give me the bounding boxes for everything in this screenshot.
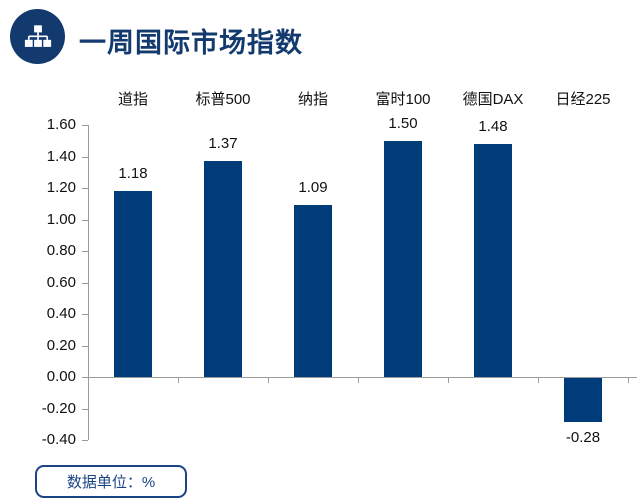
- bar-value-label: 1.48: [478, 117, 508, 135]
- bar: [114, 191, 152, 377]
- y-tick-label: 1.20: [46, 179, 76, 196]
- x-tick-mark: [628, 378, 629, 383]
- bar: [474, 143, 512, 377]
- y-tick-mark: [82, 188, 88, 189]
- y-tick-label: 0.20: [46, 336, 76, 354]
- y-axis-line: [88, 125, 89, 440]
- page-title: 一周国际市场指数: [79, 28, 303, 58]
- bar-value-label: 1.18: [118, 165, 148, 183]
- y-tick-mark: [82, 156, 88, 158]
- bar: [294, 205, 332, 377]
- data-unit-badge: 数据单位：%: [35, 465, 187, 498]
- y-tick-mark: [82, 251, 88, 252]
- x-axis-line: [88, 377, 637, 378]
- y-tick-mark: [82, 125, 88, 126]
- category-label: 德国DAX: [462, 91, 524, 108]
- y-tick-mark: [82, 314, 88, 315]
- bar: [204, 161, 242, 377]
- sitemap-icon-glyph: [24, 24, 51, 47]
- y-tick-label: -0.40: [41, 431, 76, 448]
- category-label: 标普500: [195, 91, 251, 108]
- bar-value-label: 1.09: [298, 179, 328, 197]
- bar-value-label: -0.28: [565, 429, 601, 447]
- sitemap-icon: [10, 9, 65, 64]
- bar: [564, 378, 602, 423]
- category-label: 道指: [117, 91, 148, 108]
- x-tick-mark: [358, 378, 359, 383]
- y-tick-label: 0.60: [46, 273, 76, 291]
- x-tick-mark: [538, 378, 539, 383]
- y-tick-mark: [82, 345, 88, 347]
- y-tick-label: 0.80: [46, 242, 76, 259]
- y-tick-label: 0.40: [46, 305, 76, 322]
- category-label: 富时100: [375, 91, 431, 108]
- bar-value-label: 1.50: [388, 114, 418, 132]
- bar: [384, 140, 422, 377]
- y-tick-mark: [82, 282, 88, 284]
- x-tick-mark: [178, 378, 179, 383]
- y-tick-mark: [82, 408, 88, 410]
- data-unit-label: 数据单位：%: [66, 474, 156, 491]
- y-tick-label: 1.60: [46, 116, 76, 133]
- y-tick-mark: [82, 219, 88, 221]
- y-tick-label: 0.00: [46, 368, 76, 385]
- bar-value-label: 1.37: [208, 135, 238, 153]
- y-tick-label: 1.40: [46, 147, 76, 165]
- x-tick-mark: [448, 378, 449, 383]
- header: 一周国际市场指数: [0, 0, 639, 72]
- y-tick-label: 1.00: [46, 210, 76, 228]
- y-tick-mark: [82, 440, 88, 441]
- category-label: 纳指: [297, 91, 328, 108]
- y-tick-label: -0.20: [41, 399, 76, 417]
- category-label: 日经225: [555, 91, 611, 108]
- y-tick-mark: [82, 377, 88, 378]
- x-tick-mark: [268, 378, 269, 383]
